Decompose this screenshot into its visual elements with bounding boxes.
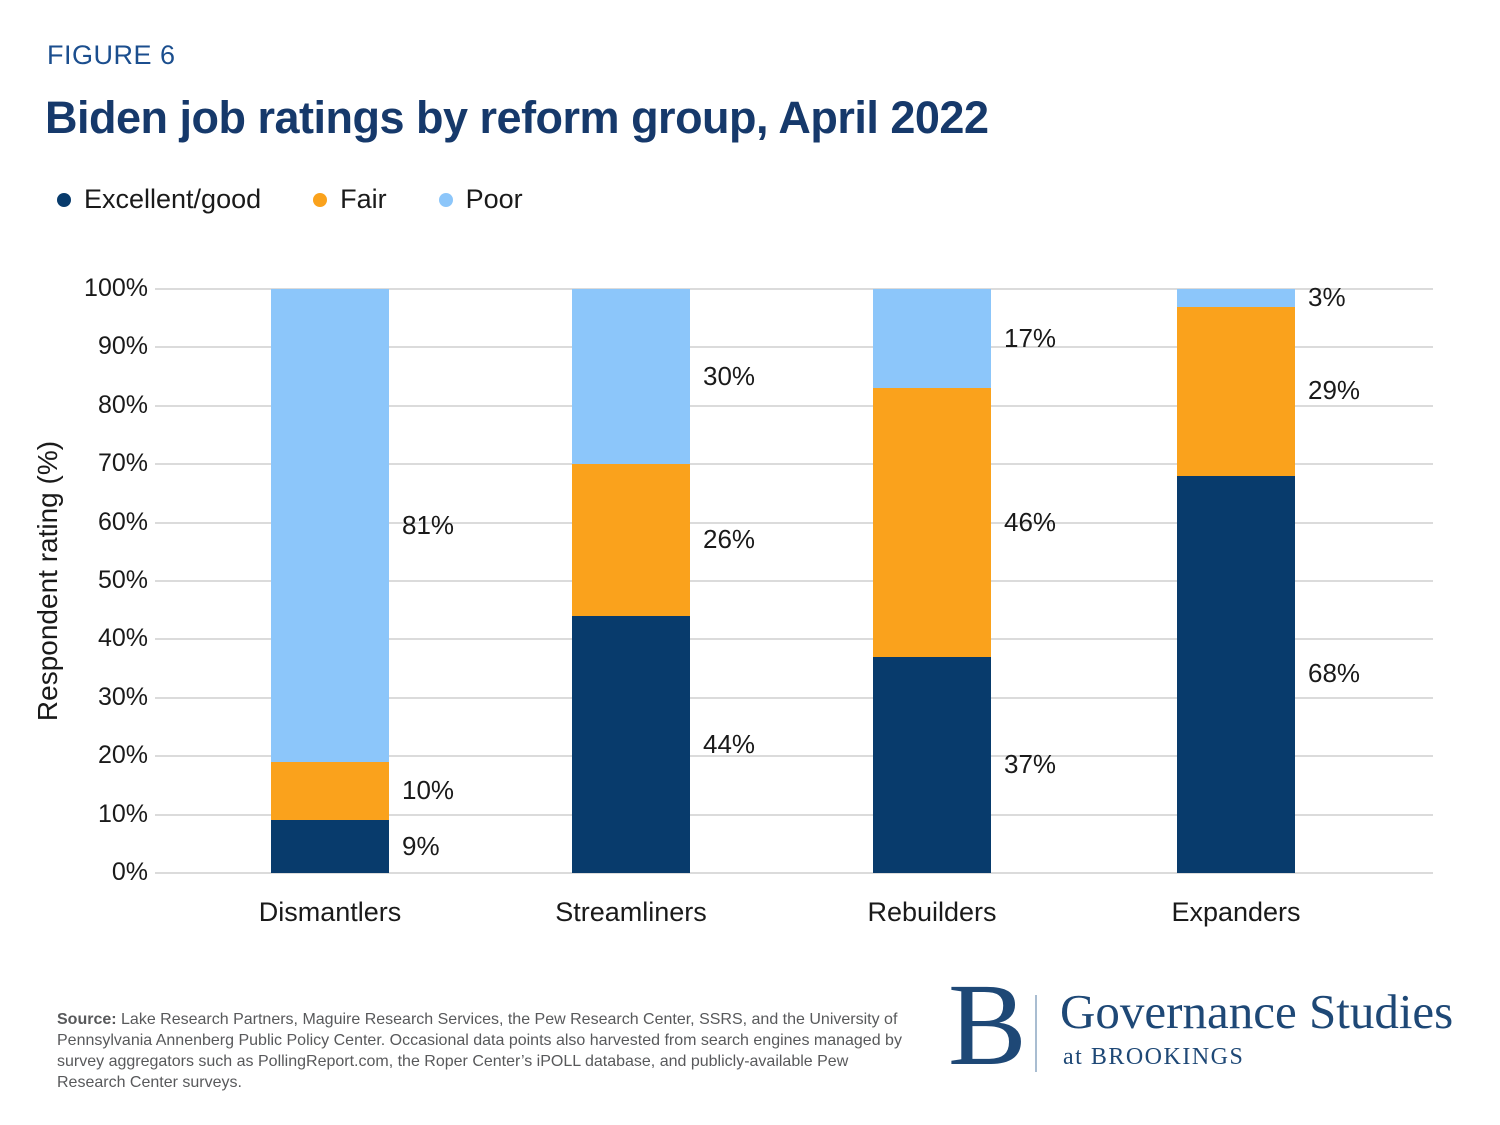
bar-value-label: 29% (1308, 375, 1361, 406)
source-note: Source: Lake Research Partners, Maguire … (57, 1009, 913, 1093)
bar-value-label: 81% (402, 509, 455, 540)
source-label: Source: (57, 1011, 117, 1028)
legend-label: Fair (340, 184, 387, 214)
x-category-label: Streamliners (555, 897, 707, 927)
bar-value-label: 10% (402, 775, 455, 806)
legend-item-excellent-good: Excellent/good (57, 184, 261, 215)
x-category-label: Dismantlers (258, 897, 402, 927)
y-tick-label: 40% (97, 624, 148, 653)
bar-value-label: 68% (1308, 658, 1361, 689)
bar-segment (1177, 289, 1295, 307)
gridline (155, 521, 1433, 524)
bar-segment (873, 289, 991, 389)
logo-org-name: Governance Studies (1060, 984, 1454, 1039)
bar-value-label: 26% (703, 524, 756, 555)
x-category-label: Rebuilders (867, 897, 997, 927)
y-tick-label: 10% (97, 799, 148, 828)
legend-dot-icon (313, 192, 328, 207)
bar-segment (873, 388, 991, 657)
gridline (155, 288, 1433, 290)
bar-value-label: 30% (703, 360, 756, 391)
bar-value-label: 17% (1004, 322, 1057, 353)
legend-dot-icon (57, 192, 71, 207)
gridline (155, 404, 1433, 407)
bar-value-label: 37% (1004, 748, 1057, 779)
y-tick-label: 30% (97, 682, 148, 711)
bar-segment (572, 464, 690, 617)
legend-dot-icon (438, 192, 453, 207)
plot-area: 9% 10% 81% 44% 26% 30% 37% 46% 17% 68% 29% 3% (155, 282, 1433, 874)
gridline (155, 813, 1433, 816)
page-title: Biden job ratings by reform group, April… (45, 92, 989, 143)
gridline (155, 463, 1433, 466)
bar-value-label: 44% (703, 728, 756, 759)
bar-segment (572, 616, 690, 873)
figure-label: FIGURE 6 (47, 40, 176, 70)
legend-label: Excellent/good (84, 184, 262, 214)
y-tick-label: 80% (97, 390, 148, 419)
source-text: Lake Research Partners, Maguire Research… (57, 1011, 902, 1092)
brookings-logo: B Governance Studies at BROOKINGS (946, 959, 1466, 1090)
bar-segment (1177, 475, 1295, 873)
y-tick-label: 0% (111, 858, 148, 886)
y-axis-ticks: 0% 10% 20% 30% 40% 50% 60% 70% 80% 90% 100% (0, 274, 148, 886)
brookings-b-monogram-icon: B (948, 959, 1027, 1090)
gridline (155, 580, 1433, 582)
bar-segment (873, 656, 991, 873)
y-tick-label: 70% (97, 449, 148, 478)
bar-segment (271, 762, 389, 821)
x-category-label: Expanders (1171, 897, 1301, 927)
legend-item-fair: Fair (313, 184, 387, 215)
logo-divider (1035, 995, 1037, 1072)
legend-label: Poor (465, 184, 523, 214)
y-tick-label: 60% (97, 507, 148, 536)
y-tick-label: 90% (97, 332, 148, 361)
x-axis-labels: Dismantlers Streamliners Rebuilders Expande… (155, 897, 1433, 937)
y-tick-label: 20% (97, 741, 148, 770)
y-tick-label: 100% (84, 274, 148, 302)
bar-value-label: 3% (1308, 281, 1346, 312)
bar-segment (572, 289, 690, 465)
bar-value-label: 9% (402, 830, 440, 861)
bar-value-label: 46% (1004, 506, 1057, 537)
bar-segment (271, 820, 389, 873)
y-tick-label: 50% (97, 566, 148, 594)
chart-legend: Excellent/good Fair Poor (57, 184, 575, 215)
bar-segment (271, 289, 389, 763)
gridline (155, 638, 1433, 641)
logo-sub-name: at BROOKINGS (1063, 1044, 1245, 1070)
gridline (155, 755, 1433, 758)
gridline (155, 696, 1433, 699)
gridline (155, 872, 1433, 874)
gridline (155, 346, 1433, 349)
bar-segment (1177, 306, 1295, 476)
legend-item-poor: Poor (438, 184, 523, 215)
